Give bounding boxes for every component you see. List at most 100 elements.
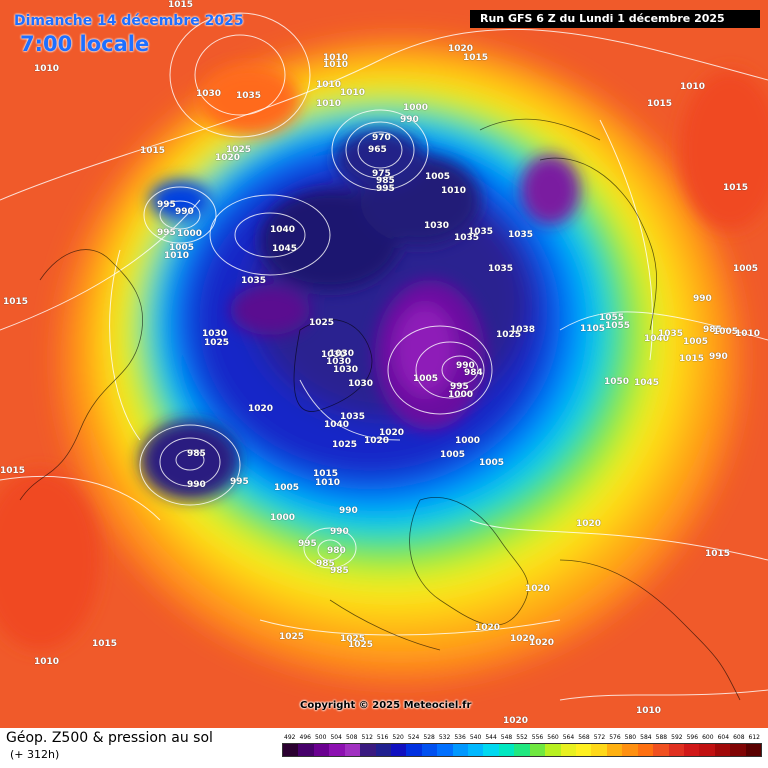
isobar-label: 1020 bbox=[503, 716, 529, 726]
scale-label: 532 bbox=[438, 734, 451, 741]
scale-swatch bbox=[375, 744, 391, 756]
scale-swatch bbox=[606, 744, 623, 756]
isobar-label: 965 bbox=[368, 145, 387, 155]
isobar-label: 1030 bbox=[321, 350, 347, 360]
isobar-label: 1050 bbox=[604, 377, 630, 387]
isobar-label: 995 bbox=[157, 228, 176, 238]
isobar-label: 1000 bbox=[403, 103, 429, 113]
isobar-label: 1055 bbox=[599, 313, 625, 323]
isobar-label: 1010 bbox=[340, 88, 366, 98]
isobar-label: 1010 bbox=[636, 706, 662, 716]
scale-swatch bbox=[730, 744, 746, 756]
isobar-label: 1105 bbox=[580, 324, 606, 334]
scale-swatch bbox=[622, 744, 638, 756]
scale-swatch bbox=[699, 744, 715, 756]
isobar-label: 980 bbox=[327, 546, 346, 556]
isobar-label: 1010 bbox=[680, 82, 706, 92]
isobar-label: 1020 bbox=[379, 428, 405, 438]
scale-swatch bbox=[421, 744, 438, 756]
isobar-label: 1010 bbox=[316, 99, 342, 109]
isobar-label: 1040 bbox=[644, 334, 670, 344]
isobar-label: 1045 bbox=[634, 378, 660, 388]
valid-time: 7:00 locale bbox=[20, 32, 150, 56]
scale-label: 612 bbox=[748, 734, 760, 741]
scale-swatch bbox=[298, 744, 314, 756]
scale-swatch bbox=[406, 744, 422, 756]
scale-swatch bbox=[745, 744, 762, 756]
copyright: Copyright © 2025 Meteociel.fr bbox=[300, 700, 472, 711]
isobar-label: 1015 bbox=[705, 549, 731, 559]
scale-swatch bbox=[637, 744, 654, 756]
isobar-label: 1040 bbox=[270, 225, 296, 235]
isobar-label: 1025 bbox=[496, 330, 522, 340]
isobar-label: 1045 bbox=[272, 244, 298, 254]
scale-label: 508 bbox=[345, 734, 358, 741]
scale-label: 512 bbox=[361, 734, 373, 741]
isobar-label: 1038 bbox=[510, 325, 536, 335]
scale-label: 520 bbox=[392, 734, 404, 741]
isobar-label: 1035 bbox=[454, 233, 480, 243]
scale-swatch bbox=[360, 744, 376, 756]
isobar-label: 984 bbox=[464, 368, 483, 378]
isobar-label: 1020 bbox=[364, 436, 390, 446]
isobar-label: 1005 bbox=[733, 264, 759, 274]
isobar-label: 995 bbox=[298, 539, 317, 549]
isobar-label: 990 bbox=[175, 207, 194, 217]
isobar-label: 995 bbox=[450, 382, 469, 392]
isobar-label: 1035 bbox=[340, 412, 366, 422]
isobar-label: 1020 bbox=[475, 623, 501, 633]
isobar-label: 1000 bbox=[455, 436, 481, 446]
isobar-label: 990 bbox=[456, 361, 475, 371]
scale-swatch bbox=[344, 744, 361, 756]
isobar-label: 1025 bbox=[348, 640, 374, 650]
isobar-label: 1025 bbox=[340, 634, 366, 644]
isobar-label: 1005 bbox=[425, 172, 451, 182]
scale-label: 560 bbox=[547, 734, 559, 741]
scale-swatch bbox=[545, 744, 561, 756]
isobar-label: 990 bbox=[330, 527, 349, 537]
isobar-label: 1010 bbox=[323, 60, 349, 70]
scale-swatch bbox=[683, 744, 700, 756]
isobar-label: 1025 bbox=[309, 318, 335, 328]
scale-label: 572 bbox=[593, 734, 606, 741]
isobar-label: 1015 bbox=[0, 466, 26, 476]
isobar-label: 1000 bbox=[177, 229, 203, 239]
scale-swatch bbox=[514, 744, 530, 756]
scale-label: 524 bbox=[407, 734, 420, 741]
isobar-label: 1020 bbox=[529, 638, 555, 648]
isobar-label: 1020 bbox=[525, 584, 551, 594]
run-info: Run GFS 6 Z du Lundi 1 décembre 2025 bbox=[470, 10, 760, 28]
scale-label: 556 bbox=[531, 734, 544, 741]
coastlines bbox=[19, 118, 741, 701]
isobar-label: 1000 bbox=[448, 390, 474, 400]
isobar-label: 1010 bbox=[441, 186, 467, 196]
isobar-label: 1030 bbox=[329, 349, 355, 359]
map-area: 1015 1010 1030 1035 1015 1025 1020 1010 1010 1010… bbox=[0, 0, 768, 728]
scale-swatch bbox=[452, 744, 469, 756]
isobar-label: 995 bbox=[230, 477, 249, 487]
height-lows bbox=[0, 65, 768, 650]
scale-swatch bbox=[668, 744, 684, 756]
isobar-label: 1010 bbox=[315, 478, 341, 488]
isobar-label: 1020 bbox=[215, 153, 241, 163]
isobar-label: 1020 bbox=[510, 634, 536, 644]
scale-swatch bbox=[560, 744, 577, 756]
isobar-label: 1030 bbox=[326, 357, 352, 367]
scale-swatch bbox=[329, 744, 345, 756]
scale-label: 604 bbox=[717, 734, 730, 741]
isobar-label: 995 bbox=[376, 184, 395, 194]
scale-swatch bbox=[576, 744, 592, 756]
scale-label: 600 bbox=[702, 734, 714, 741]
isobar-label: 1010 bbox=[34, 657, 60, 667]
scale-label: 608 bbox=[733, 734, 745, 741]
scale-swatch bbox=[483, 744, 499, 756]
isobar-label: 1030 bbox=[202, 329, 228, 339]
scale-label: 580 bbox=[624, 734, 637, 741]
scale-swatch bbox=[714, 744, 731, 756]
isobar-label: 1030 bbox=[196, 89, 222, 99]
scale-swatch bbox=[313, 744, 330, 756]
isobar-label: 990 bbox=[339, 506, 358, 516]
scale-label: 500 bbox=[314, 734, 327, 741]
isobar-label: 1025 bbox=[204, 338, 230, 348]
isobar-label: 995 bbox=[157, 200, 176, 210]
